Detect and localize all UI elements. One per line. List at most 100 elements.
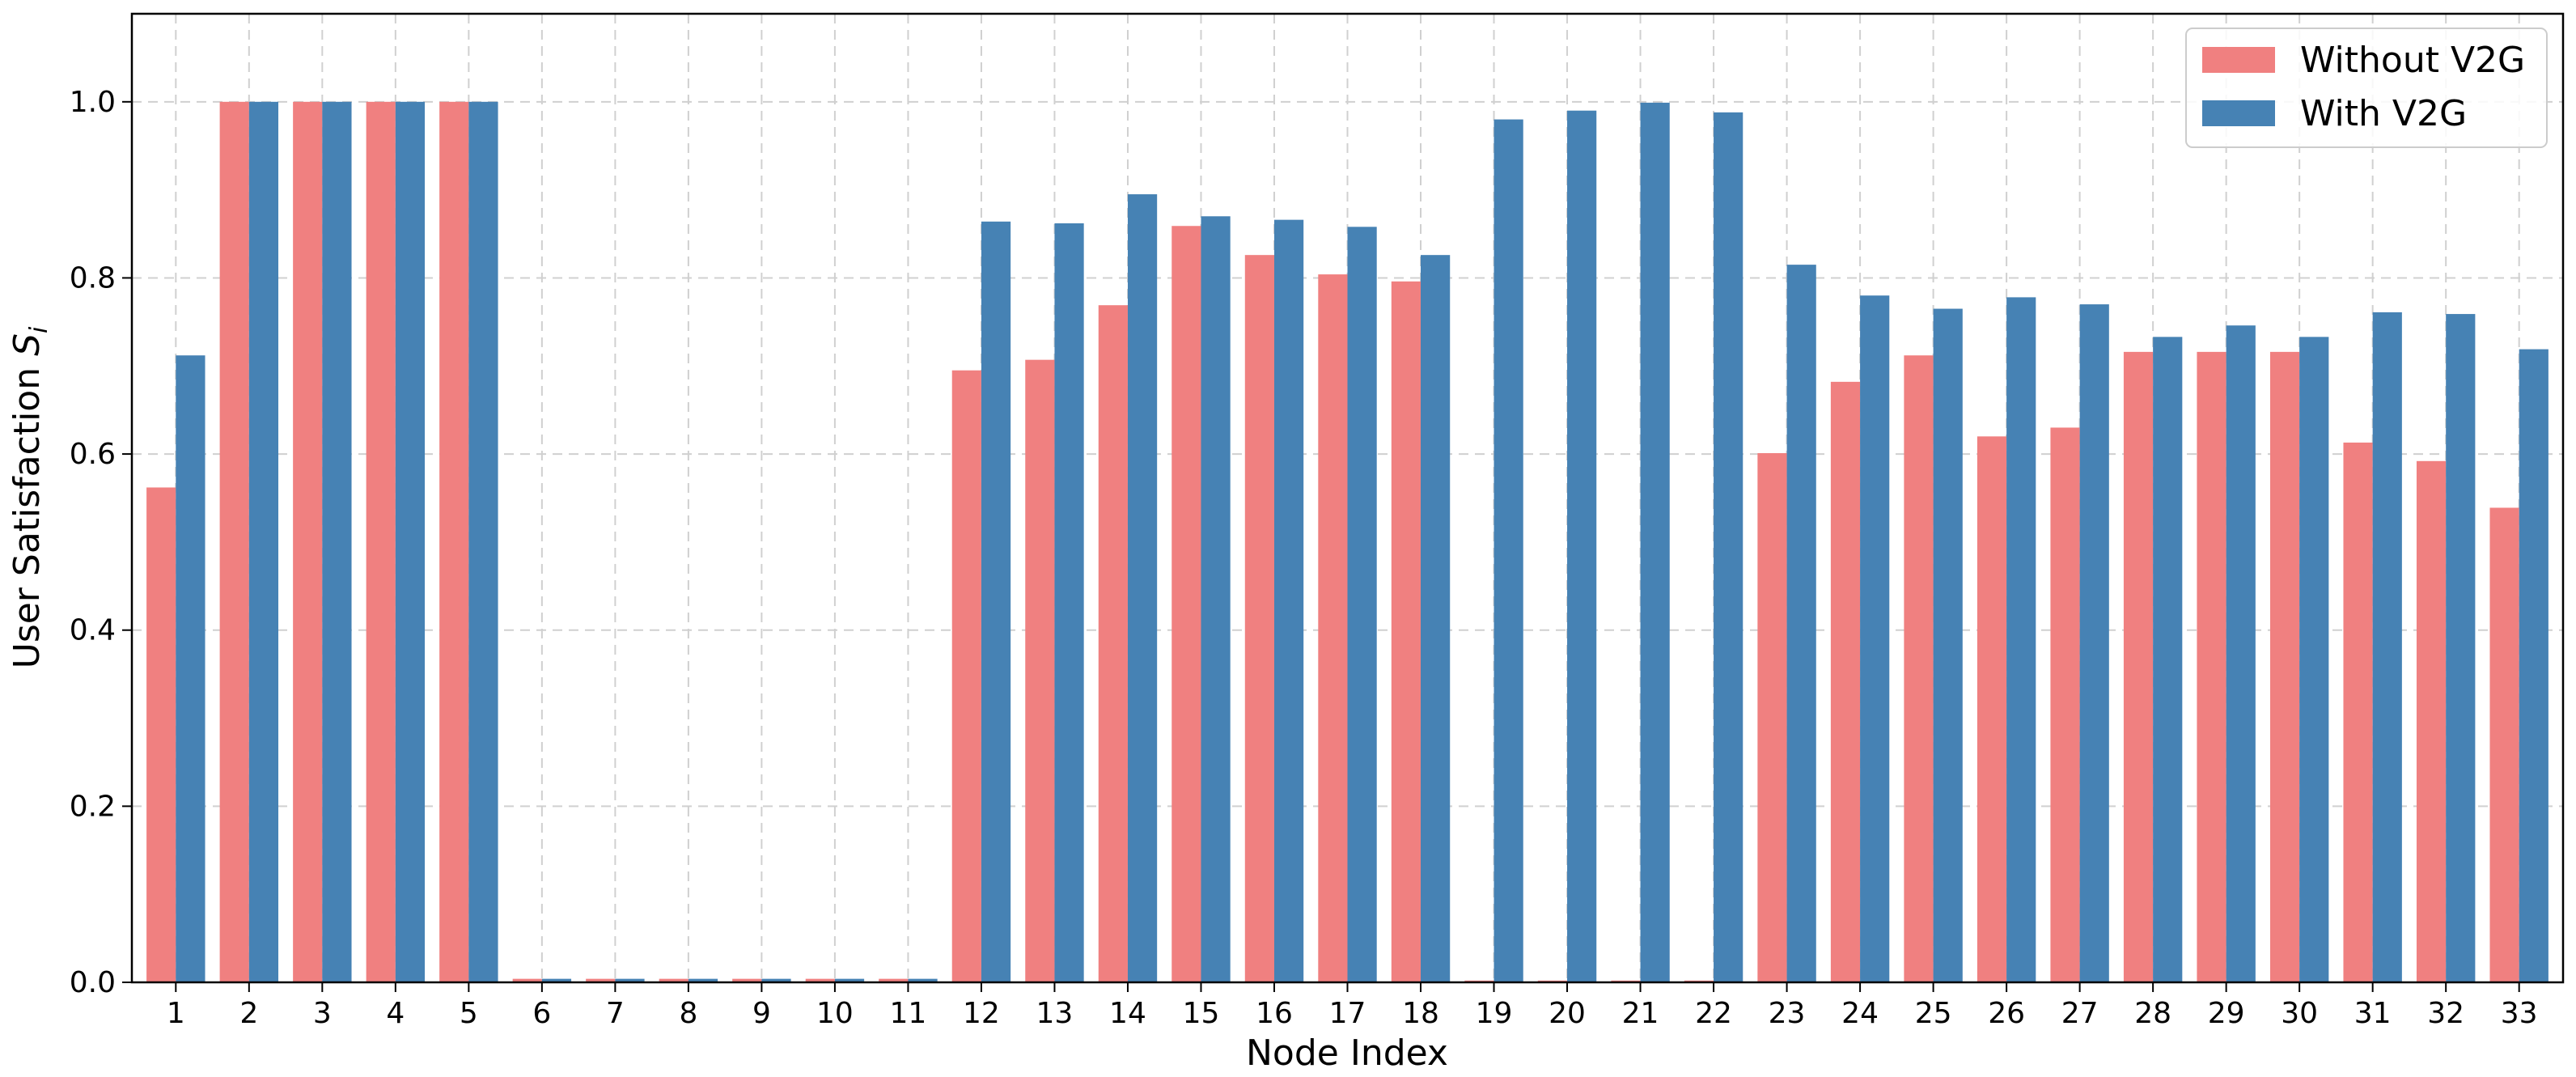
bar-without-v2g: [2050, 427, 2080, 982]
legend-swatch-without-v2g: [2202, 47, 2275, 73]
y-tick-label: 0.8: [70, 261, 116, 295]
x-tick-label: 8: [679, 997, 697, 1030]
bar-without-v2g: [512, 978, 542, 982]
bar-with-v2g: [1786, 265, 1816, 982]
x-tick-label: 15: [1183, 997, 1220, 1030]
bar-without-v2g: [586, 978, 616, 982]
bar-without-v2g: [1391, 281, 1421, 983]
bar-without-v2g: [2269, 351, 2300, 982]
x-tick-label: 31: [2354, 997, 2392, 1030]
bar-without-v2g: [659, 978, 688, 982]
bar-without-v2g: [1025, 359, 1055, 982]
x-axis-label: Node Index: [1246, 1032, 1448, 1074]
x-tick-label: 26: [1988, 997, 2025, 1030]
bar-with-v2g: [1640, 102, 1670, 982]
x-tick-label: 16: [1256, 997, 1293, 1030]
x-tick-label: 23: [1769, 997, 1806, 1030]
bar-without-v2g: [2416, 460, 2447, 982]
bar-with-v2g: [248, 101, 279, 982]
x-tick-label: 1: [167, 997, 185, 1030]
y-tick-label: 0.2: [70, 790, 116, 823]
legend-label-without-v2g: Without V2G: [2300, 40, 2525, 81]
y-tick-label: 0.4: [70, 614, 116, 647]
bar-without-v2g: [1976, 436, 2007, 982]
x-tick-label: 17: [1329, 997, 1366, 1030]
bar-with-v2g: [1127, 194, 1158, 982]
bar-without-v2g: [146, 487, 176, 982]
bar-with-v2g: [1567, 110, 1597, 983]
bar-with-v2g: [468, 101, 498, 982]
bar-without-v2g: [951, 370, 981, 982]
bar-without-v2g: [1171, 226, 1201, 982]
bar-with-v2g: [2153, 337, 2183, 982]
bar-with-v2g: [1273, 219, 1304, 983]
x-tick-label: 18: [1402, 997, 1439, 1030]
bar-with-v2g: [322, 101, 352, 982]
y-tick-label: 1.0: [70, 86, 116, 119]
bar-with-v2g: [834, 978, 865, 982]
x-tick-label: 6: [532, 997, 551, 1030]
x-tick-label: 20: [1549, 997, 1586, 1030]
bar-without-v2g: [1318, 274, 1348, 982]
bar-with-v2g: [1714, 112, 1743, 983]
bar-with-v2g: [2372, 312, 2402, 982]
x-tick-label: 12: [963, 997, 1000, 1030]
bar-without-v2g: [366, 101, 396, 982]
x-tick-label: 25: [1915, 997, 1952, 1030]
x-tick-label: 32: [2427, 997, 2464, 1030]
bar-with-v2g: [615, 978, 645, 982]
bar-without-v2g: [219, 101, 249, 982]
bar-with-v2g: [1421, 255, 1451, 982]
x-tick-label: 7: [606, 997, 625, 1030]
legend-swatch-with-v2g: [2202, 100, 2275, 126]
bar-with-v2g: [908, 978, 938, 982]
bar-with-v2g: [2446, 314, 2476, 982]
bar-with-v2g: [1933, 308, 1963, 983]
x-tick-label: 11: [890, 997, 927, 1030]
bar-with-v2g: [541, 978, 572, 982]
x-tick-label: 4: [386, 997, 405, 1030]
bar-with-v2g: [2226, 325, 2256, 982]
bar-without-v2g: [805, 978, 835, 982]
x-tick-label: 21: [1622, 997, 1659, 1030]
x-tick-label: 24: [1841, 997, 1879, 1030]
bar-with-v2g: [688, 978, 718, 982]
bar-with-v2g: [1347, 227, 1377, 983]
bar-with-v2g: [176, 355, 205, 982]
x-tick-label: 29: [2208, 997, 2245, 1030]
bar-without-v2g: [439, 101, 469, 982]
bar-with-v2g: [1054, 223, 1084, 982]
bar-with-v2g: [2299, 337, 2329, 982]
x-tick-label: 5: [460, 997, 478, 1030]
legend-label-with-v2g: With V2G: [2300, 93, 2467, 134]
bar-without-v2g: [1830, 381, 1861, 982]
bar-without-v2g: [2123, 351, 2154, 982]
x-tick-label: 27: [2061, 997, 2099, 1030]
legend-frame: [2185, 28, 2548, 148]
x-tick-label: 19: [1476, 997, 1513, 1030]
x-tick-label: 13: [1036, 997, 1074, 1030]
x-tick-label: 22: [1695, 997, 1732, 1030]
y-tick-label: 0.0: [70, 966, 116, 999]
bar-without-v2g: [732, 978, 762, 982]
bar-with-v2g: [395, 101, 426, 982]
bar-with-v2g: [1201, 216, 1231, 982]
legend: Without V2G With V2G: [2185, 28, 2548, 148]
bar-without-v2g: [879, 978, 909, 982]
bar-without-v2g: [2343, 442, 2373, 982]
y-tick-label: 0.6: [70, 438, 116, 471]
bars: [146, 101, 2548, 983]
bar-with-v2g: [981, 221, 1011, 982]
bar-with-v2g: [2079, 304, 2109, 983]
y-axis-label: User Satisfaction Si: [6, 326, 53, 668]
x-tick-label: 9: [752, 997, 771, 1030]
bar-with-v2g: [1493, 119, 1523, 983]
x-tick-label: 3: [313, 997, 332, 1030]
x-tick-label: 28: [2134, 997, 2171, 1030]
bar-without-v2g: [2489, 507, 2519, 982]
bar-without-v2g: [1904, 355, 1934, 982]
bar-with-v2g: [2519, 349, 2548, 982]
bar-without-v2g: [1244, 255, 1274, 982]
x-tick-label: 30: [2281, 997, 2318, 1030]
